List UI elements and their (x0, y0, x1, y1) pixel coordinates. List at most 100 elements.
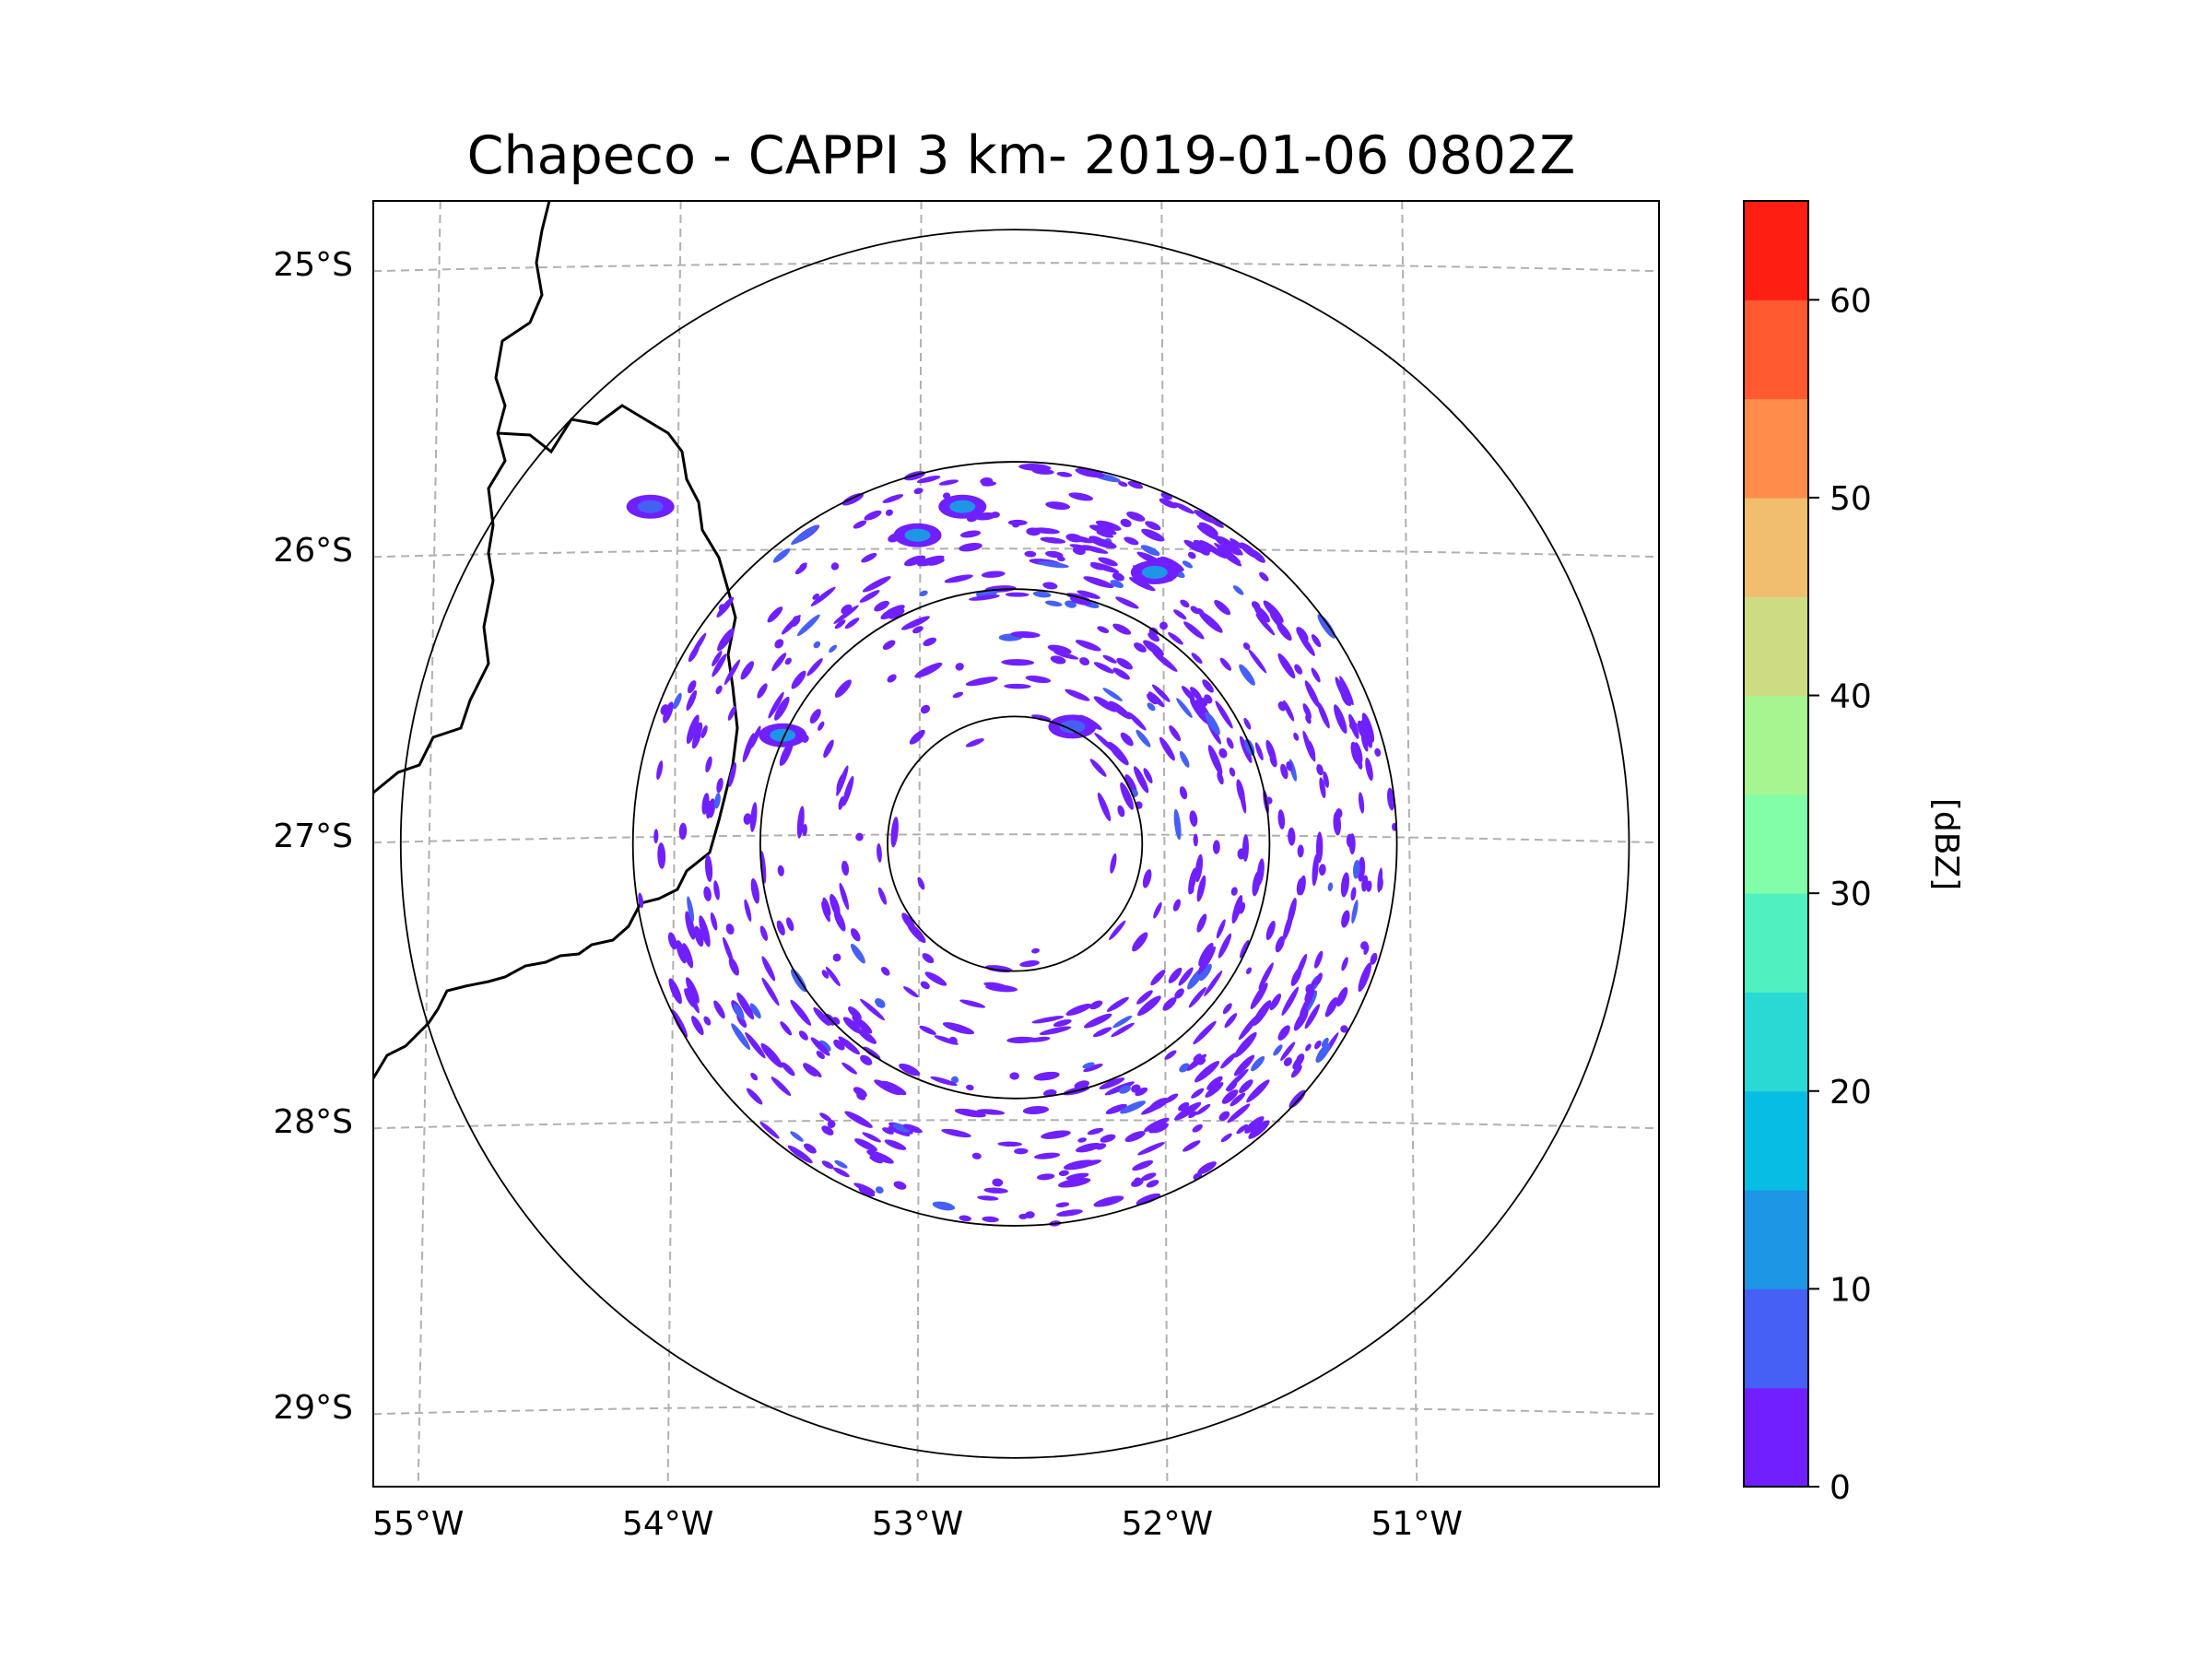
echo-speck (1019, 959, 1040, 968)
echo-speck (1208, 517, 1224, 528)
echo-speck (706, 801, 712, 819)
echo-speck (1214, 542, 1241, 563)
echo-speck (1186, 1053, 1207, 1071)
echo-speck (1140, 545, 1160, 557)
range-ring (759, 588, 1271, 1100)
colorbar-tick-label: 60 (1830, 282, 1872, 320)
echo-speck (844, 618, 860, 629)
echo-speck (1218, 1111, 1230, 1122)
echo-speck (1244, 1116, 1265, 1134)
echo-speck (1140, 1172, 1157, 1182)
x-tick-label: 53°W (872, 1505, 963, 1543)
echo-speck (1239, 939, 1250, 959)
x-tick-label: 52°W (1122, 1505, 1213, 1543)
echo-speck (1269, 754, 1277, 768)
echo-speck (1277, 653, 1296, 679)
echo-speck (704, 854, 713, 882)
echo-speck (746, 1088, 763, 1105)
echo-speck (1323, 771, 1329, 788)
echo-speck (1280, 763, 1288, 780)
echo-speck (1009, 1072, 1019, 1080)
echo-speck (900, 616, 930, 630)
echo-speck (728, 957, 739, 976)
echo-speck (691, 728, 701, 749)
colorbar-swatches (1744, 201, 1808, 1488)
echo-speck (1073, 1159, 1102, 1169)
echo-speck (1127, 712, 1147, 731)
colorbar: 0 10 20 30 40 50 60 [dBZ] (1743, 200, 1965, 1507)
echo-speck (1065, 688, 1090, 701)
echo-speck (1341, 688, 1352, 707)
echo-speck (1204, 971, 1223, 997)
echo-speck (1195, 1103, 1211, 1115)
echo-speck (1117, 805, 1125, 818)
echo-speck (885, 509, 893, 516)
echo-speck (1236, 779, 1245, 804)
echo-speck (1095, 520, 1122, 531)
echo-speck (676, 940, 687, 964)
echo-speck (875, 1186, 884, 1194)
echo-speck (1089, 1000, 1103, 1010)
echo-speck (1173, 609, 1187, 620)
echo-speck (884, 1139, 907, 1150)
echo-speck (1188, 1111, 1198, 1119)
echo-speck (1283, 700, 1295, 722)
echo-speck (771, 653, 787, 672)
echo-speck (1361, 875, 1369, 892)
colorbar-swatch (1744, 1090, 1808, 1191)
echo-speck (1055, 1202, 1070, 1207)
echo-speck (959, 530, 982, 538)
echo-speck (1088, 535, 1104, 543)
echo-speck (791, 670, 806, 689)
echo-speck (1191, 1088, 1205, 1099)
echo-speck (1239, 1079, 1253, 1094)
gridline-lon (1401, 201, 1418, 1487)
echo-speck (1056, 556, 1065, 562)
echo-speck (838, 1036, 860, 1055)
echo-speck (1141, 528, 1165, 542)
echo-speck (959, 999, 986, 1008)
echo-speck (1045, 550, 1064, 559)
gridline-lat (373, 262, 1659, 273)
echo-speck (1162, 997, 1177, 1011)
echo-speck (1233, 1054, 1255, 1077)
echo-speck (1044, 600, 1063, 606)
echo-speck (1358, 792, 1365, 814)
echo-speck (691, 1016, 704, 1036)
colorbar-label: [dBZ] (1927, 798, 1965, 890)
echo-speck (1072, 547, 1086, 555)
echo-speck (1181, 686, 1195, 701)
echo-speck (875, 998, 886, 1008)
echo-speck (952, 691, 964, 699)
y-tick-label: 26°S (273, 532, 353, 570)
echo-speck (728, 762, 736, 787)
echo-speck (1132, 932, 1148, 952)
echo-speck (1250, 548, 1265, 563)
echo-speck (818, 1040, 831, 1052)
echo-speck (821, 1160, 834, 1170)
echo-speck (744, 899, 752, 923)
echo-speck (686, 689, 698, 712)
echo-speck (1194, 853, 1204, 883)
echo-speck (1169, 725, 1182, 742)
echo-speck (1136, 990, 1153, 1005)
echo-speck (1033, 1071, 1060, 1081)
echo-speck (853, 1182, 876, 1194)
echo-speck (1159, 556, 1184, 571)
colorbar-tick-label: 0 (1830, 1469, 1851, 1507)
echo-speck (716, 777, 724, 794)
echo-speck (742, 733, 755, 763)
echo-speck (1239, 664, 1255, 686)
echo-speck (768, 691, 784, 719)
echo-speck (1304, 680, 1320, 708)
colorbar-swatch (1744, 1387, 1808, 1488)
echo-speck (705, 756, 712, 772)
echo-speck (1252, 871, 1261, 897)
echo-speck (798, 1030, 808, 1041)
chart-title: Chapeco - CAPPI 3 km- 2019-01-06 0802Z (467, 125, 1576, 186)
echo-speck (1294, 664, 1303, 675)
echo-speck (1065, 1003, 1092, 1016)
echo-speck (1014, 1147, 1029, 1155)
echo-speck (862, 1132, 882, 1143)
echo-speck (1258, 962, 1274, 990)
